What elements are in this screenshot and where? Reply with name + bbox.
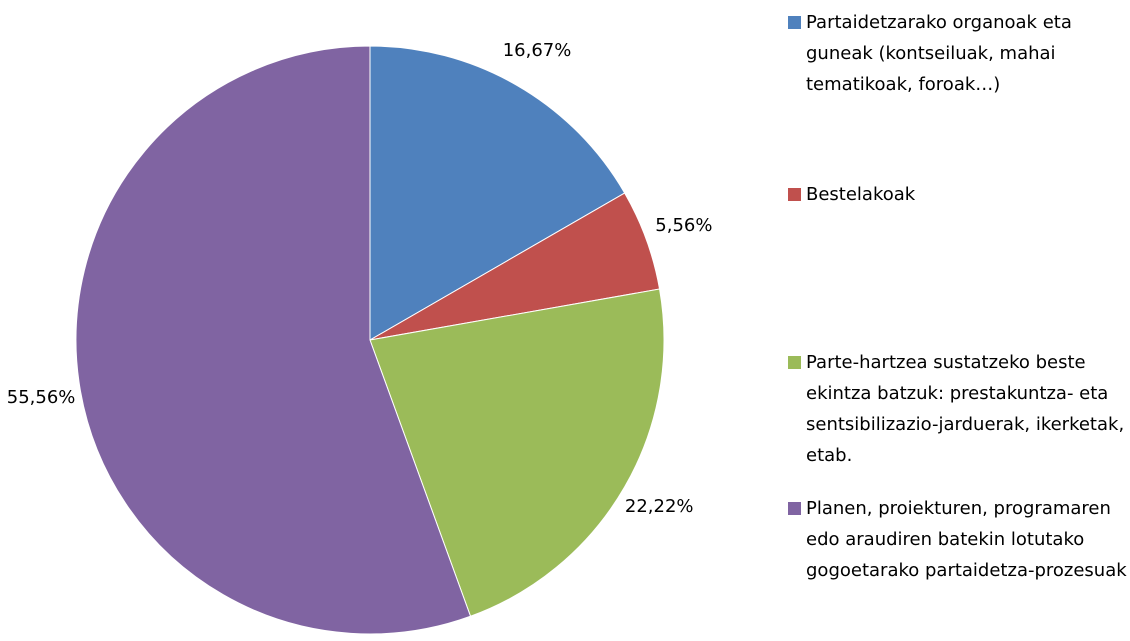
pie-slice: [75, 45, 472, 635]
legend-label: Parte-hartzea sustatzeko beste ekintza b…: [806, 352, 1125, 466]
legend-item: Parte-hartzea sustatzeko beste ekintza b…: [788, 347, 1130, 471]
data-label: 22,22%: [625, 496, 694, 517]
data-label: 55,56%: [7, 387, 76, 408]
legend-swatch: [788, 16, 801, 29]
legend-swatch: [788, 188, 801, 201]
data-label: 16,67%: [503, 40, 572, 61]
legend-label: Planen, proiekturen, programaren edo ara…: [806, 498, 1127, 581]
pie-slice: [369, 288, 665, 617]
legend-label: Partaidetzarako organoak eta guneak (kon…: [806, 12, 1072, 95]
legend-swatch: [788, 356, 801, 369]
data-label: 5,56%: [655, 215, 712, 236]
legend-swatch: [788, 502, 801, 515]
legend-item: Planen, proiekturen, programaren edo ara…: [788, 493, 1130, 586]
legend-label: Bestelakoak: [806, 184, 916, 205]
pie-slice: [369, 45, 626, 341]
legend-item: Bestelakoak: [788, 179, 1130, 210]
legend-item: Partaidetzarako organoak eta guneak (kon…: [788, 7, 1130, 100]
